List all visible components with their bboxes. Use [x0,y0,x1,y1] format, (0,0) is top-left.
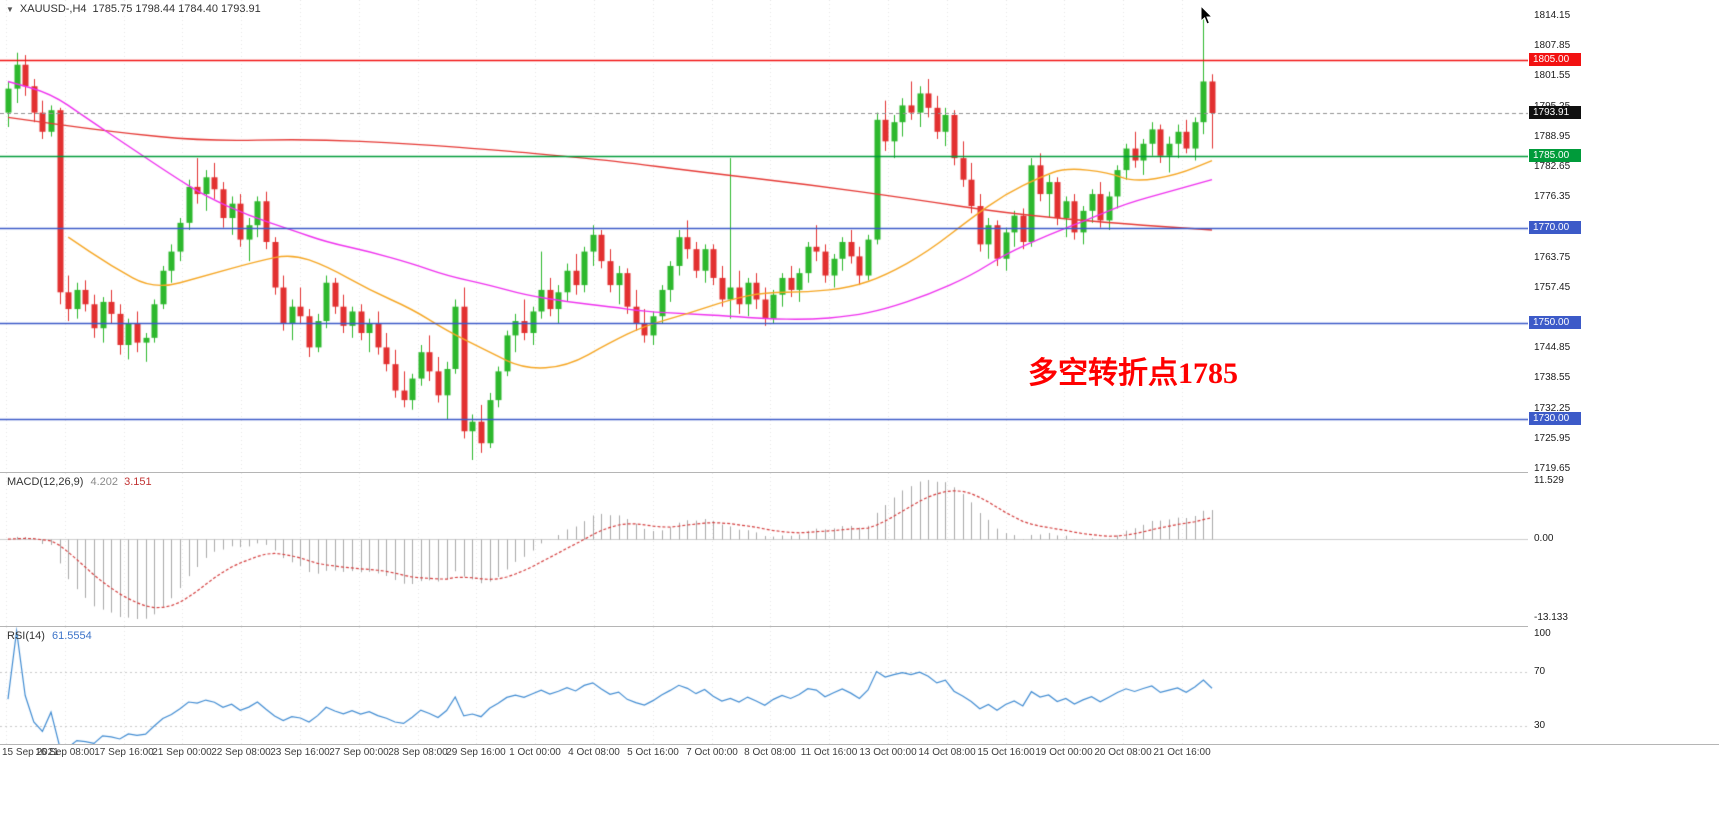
price-axis-tick: 1776.35 [1534,191,1571,203]
time-axis-label: 21 Sep 00:00 [152,747,212,758]
price-level-tag: 1785.00 [1529,148,1581,162]
time-axis-label: 13 Oct 00:00 [859,747,917,758]
time-axis-label: 14 Oct 08:00 [918,747,976,758]
price-axis-tick: 1719.65 [1534,462,1571,474]
price-axis-tick: 1757.45 [1534,281,1571,293]
chart-annotation-text[interactable]: 多空转折点1785 [1028,357,1238,390]
rsi-panel-canvas[interactable] [0,627,1528,744]
time-axis-label: 16 Sep 08:00 [35,747,95,758]
rsi-axis-100: 100 [1534,628,1551,639]
time-axis[interactable]: 15 Sep 2021 16 Sep 08:00 17 Sep 16:00 21 Se… [0,745,1528,763]
price-level-tag: 1750.00 [1529,316,1581,330]
panel-separator[interactable] [0,626,1719,627]
price-axis-tick: 1744.85 [1534,342,1571,354]
time-axis-label: 21 Oct 16:00 [1153,747,1211,758]
symbol-ohlc-quotes: 1785.75 1798.44 1784.40 1793.91 [92,3,261,15]
macd-main-value: 4.202 [90,476,119,488]
time-axis-label: 4 Oct 08:00 [568,747,620,758]
mouse-cursor-icon [1200,4,1214,31]
macd-axis-max: 11.529 [1534,475,1564,486]
symbol-info: ▼ XAUUSD-,H4 1785.75 1798.44 1784.40 179… [6,3,261,15]
price-level-tag: 1805.00 [1529,52,1581,66]
symbol-name: XAUUSD-,H4 [19,3,87,15]
price-axis-tick: 1732.25 [1534,402,1571,414]
price-axis-tick: 1725.95 [1534,432,1571,444]
time-axis-label: 7 Oct 00:00 [686,747,738,758]
time-axis-label: 15 Sep 2021 [2,747,59,758]
time-axis-label: 19 Oct 00:00 [1035,747,1093,758]
price-level-tag: 1770.00 [1529,220,1581,234]
current-price-tag: 1793.91 [1529,106,1581,120]
macd-axis-min: -13.133 [1534,612,1568,623]
price-axis-tick: 1738.55 [1534,372,1571,384]
price-axis-tick: 1782.65 [1534,160,1571,172]
macd-panel-canvas[interactable] [0,473,1528,626]
rsi-indicator-label: RSI(14) 61.5554 [7,630,92,642]
time-axis-label: 17 Sep 16:00 [94,747,154,758]
time-axis-label: 20 Oct 08:00 [1094,747,1152,758]
price-axis-tick: 1788.95 [1534,130,1571,142]
macd-name: MACD(12,26,9) [7,476,84,488]
rsi-axis-30: 30 [1534,720,1546,732]
time-axis-label: 15 Oct 16:00 [977,747,1035,758]
price-axis-tick: 1814.15 [1534,10,1571,22]
time-axis-label: 22 Sep 08:00 [211,747,271,758]
rsi-value: 61.5554 [51,630,92,642]
price-axis[interactable]: 1814.151807.851801.551795.251788.951782.… [1528,0,1719,744]
macd-axis-zero: 0.00 [1534,533,1554,545]
time-axis-label: 5 Oct 16:00 [627,747,679,758]
time-axis-label: 27 Sep 00:00 [329,747,389,758]
price-axis-tick: 1807.85 [1534,40,1571,52]
dropdown-arrow-icon: ▼ [6,4,14,14]
rsi-name: RSI(14) [7,630,45,642]
price-chart-canvas[interactable] [0,0,1528,472]
panel-separator[interactable] [0,472,1719,473]
time-axis-label: 29 Sep 16:00 [446,747,506,758]
macd-indicator-label: MACD(12,26,9) 4.202 3.151 [7,476,152,488]
time-axis-label: 23 Sep 16:00 [270,747,330,758]
rsi-axis-70: 70 [1534,665,1546,677]
time-axis-label: 8 Oct 08:00 [744,747,796,758]
price-axis-tick: 1763.75 [1534,251,1571,263]
time-axis-label: 28 Sep 08:00 [388,747,448,758]
time-axis-separator [0,744,1719,745]
price-axis-tick: 1801.55 [1534,70,1571,82]
price-level-tag: 1730.00 [1529,412,1581,426]
macd-signal-value: 3.151 [124,476,152,488]
time-axis-label: 1 Oct 00:00 [509,747,561,758]
time-axis-label: 11 Oct 16:00 [800,747,858,758]
